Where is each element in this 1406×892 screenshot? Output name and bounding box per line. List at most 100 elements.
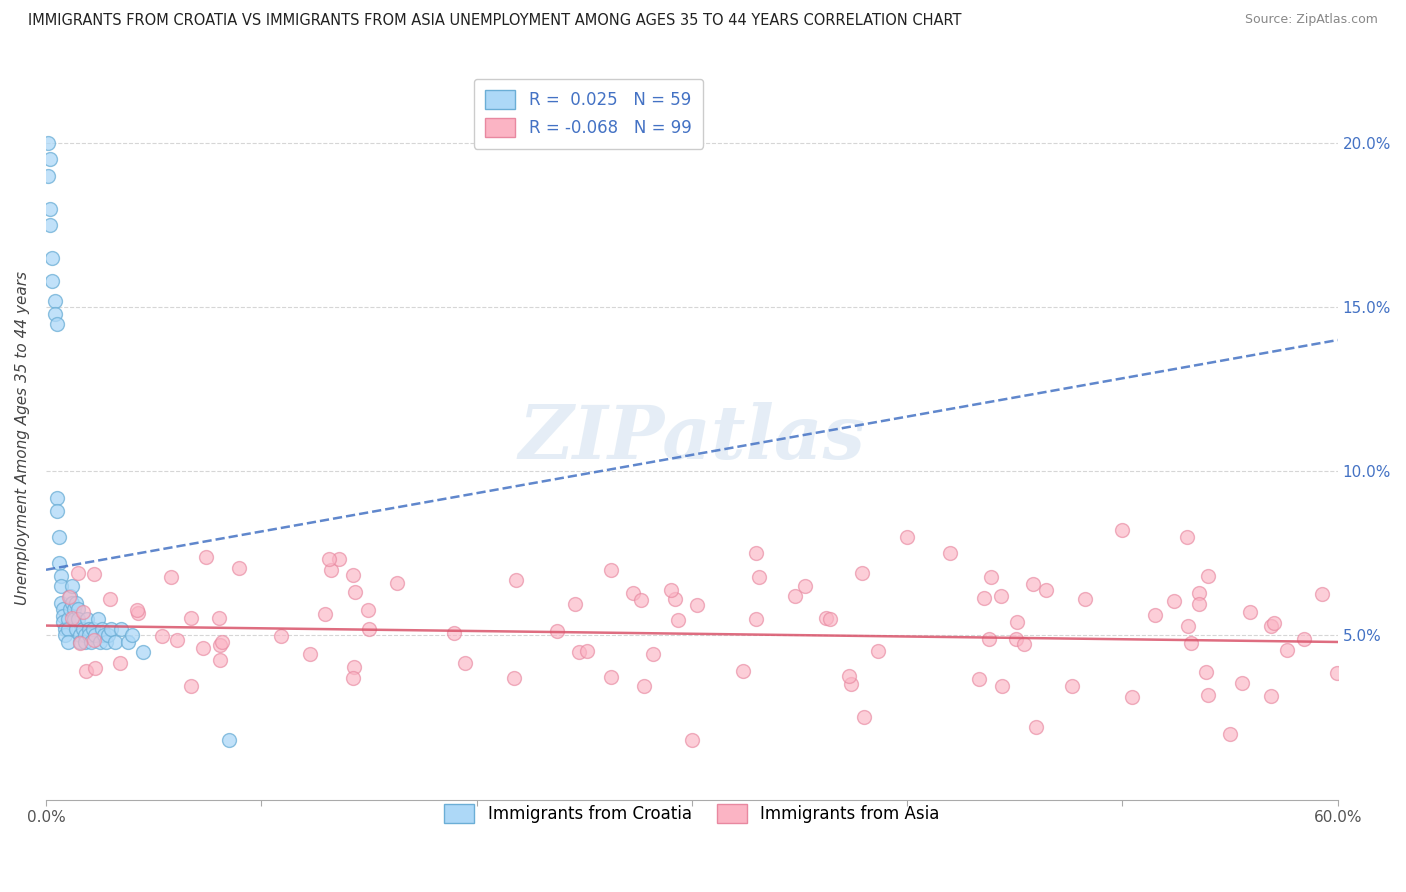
- Point: [80, 635, 103, 649]
- Point: [132, 645, 155, 659]
- Point: [820, 612, 842, 626]
- Point: [1292, 632, 1315, 646]
- Point: [39, 153, 62, 167]
- Point: [83, 633, 105, 648]
- Point: [973, 591, 995, 605]
- Point: [93, 628, 115, 642]
- Point: [180, 679, 202, 693]
- Point: [208, 652, 231, 666]
- Point: [56, 622, 79, 636]
- Point: [1035, 582, 1057, 597]
- Point: [45, 504, 67, 518]
- Text: Source: ZipAtlas.com: Source: ZipAtlas.com: [1244, 13, 1378, 27]
- Point: [1180, 636, 1202, 650]
- Point: [576, 644, 599, 658]
- Point: [77, 622, 100, 636]
- Point: [89, 635, 111, 649]
- Point: [343, 660, 366, 674]
- Point: [1007, 615, 1029, 630]
- Point: [104, 635, 127, 649]
- Point: [84, 661, 107, 675]
- Point: [211, 635, 233, 649]
- Point: [748, 570, 770, 584]
- Point: [49, 596, 72, 610]
- Point: [443, 626, 465, 640]
- Point: [108, 656, 131, 670]
- Point: [745, 612, 768, 626]
- Point: [44, 293, 66, 308]
- Point: [125, 603, 148, 617]
- Point: [60, 610, 83, 624]
- Point: [67, 612, 90, 626]
- Point: [299, 647, 322, 661]
- Point: [342, 671, 364, 685]
- Point: [270, 629, 292, 643]
- Point: [977, 632, 1000, 646]
- Point: [1074, 591, 1097, 606]
- Point: [53, 622, 76, 636]
- Point: [815, 610, 838, 624]
- Point: [838, 669, 860, 683]
- Point: [37, 136, 59, 150]
- Point: [195, 549, 218, 564]
- Point: [191, 641, 214, 656]
- Point: [65, 622, 87, 636]
- Point: [58, 591, 80, 605]
- Point: [39, 202, 62, 216]
- Point: [76, 612, 98, 626]
- Point: [98, 591, 121, 606]
- Point: [1177, 619, 1199, 633]
- Point: [60, 596, 83, 610]
- Point: [630, 593, 652, 607]
- Point: [342, 567, 364, 582]
- Point: [1197, 688, 1219, 702]
- Point: [77, 628, 100, 642]
- Point: [48, 556, 70, 570]
- Point: [1260, 619, 1282, 633]
- Point: [1219, 727, 1241, 741]
- Point: [939, 546, 962, 560]
- Point: [209, 638, 232, 652]
- Point: [86, 612, 108, 626]
- Point: [641, 648, 664, 662]
- Point: [343, 585, 366, 599]
- Point: [83, 567, 105, 582]
- Point: [568, 645, 591, 659]
- Point: [1275, 643, 1298, 657]
- Point: [314, 607, 336, 621]
- Point: [127, 606, 149, 620]
- Point: [991, 679, 1014, 693]
- Point: [1188, 598, 1211, 612]
- Point: [685, 599, 707, 613]
- Point: [1143, 607, 1166, 622]
- Point: [60, 579, 83, 593]
- Text: IMMIGRANTS FROM CROATIA VS IMMIGRANTS FROM ASIA UNEMPLOYMENT AMONG AGES 35 TO 44: IMMIGRANTS FROM CROATIA VS IMMIGRANTS FR…: [28, 13, 962, 29]
- Point: [851, 566, 873, 580]
- Point: [73, 628, 96, 642]
- Point: [318, 552, 340, 566]
- Point: [868, 643, 890, 657]
- Point: [1111, 524, 1133, 538]
- Point: [1326, 666, 1348, 681]
- Text: ZIPatlas: ZIPatlas: [519, 402, 865, 475]
- Point: [1195, 665, 1218, 680]
- Point: [453, 656, 475, 670]
- Y-axis label: Unemployment Among Ages 35 to 44 years: Unemployment Among Ages 35 to 44 years: [15, 271, 30, 606]
- Point: [166, 632, 188, 647]
- Point: [1025, 720, 1047, 734]
- Point: [121, 628, 143, 642]
- Point: [1012, 637, 1035, 651]
- Point: [41, 251, 63, 265]
- Point: [48, 530, 70, 544]
- Point: [82, 622, 104, 636]
- Point: [37, 169, 59, 183]
- Point: [66, 566, 89, 580]
- Point: [52, 615, 75, 630]
- Point: [1022, 577, 1045, 591]
- Point: [180, 611, 202, 625]
- Point: [564, 597, 586, 611]
- Point: [97, 628, 120, 642]
- Point: [681, 733, 703, 747]
- Point: [1121, 690, 1143, 704]
- Point: [208, 611, 231, 625]
